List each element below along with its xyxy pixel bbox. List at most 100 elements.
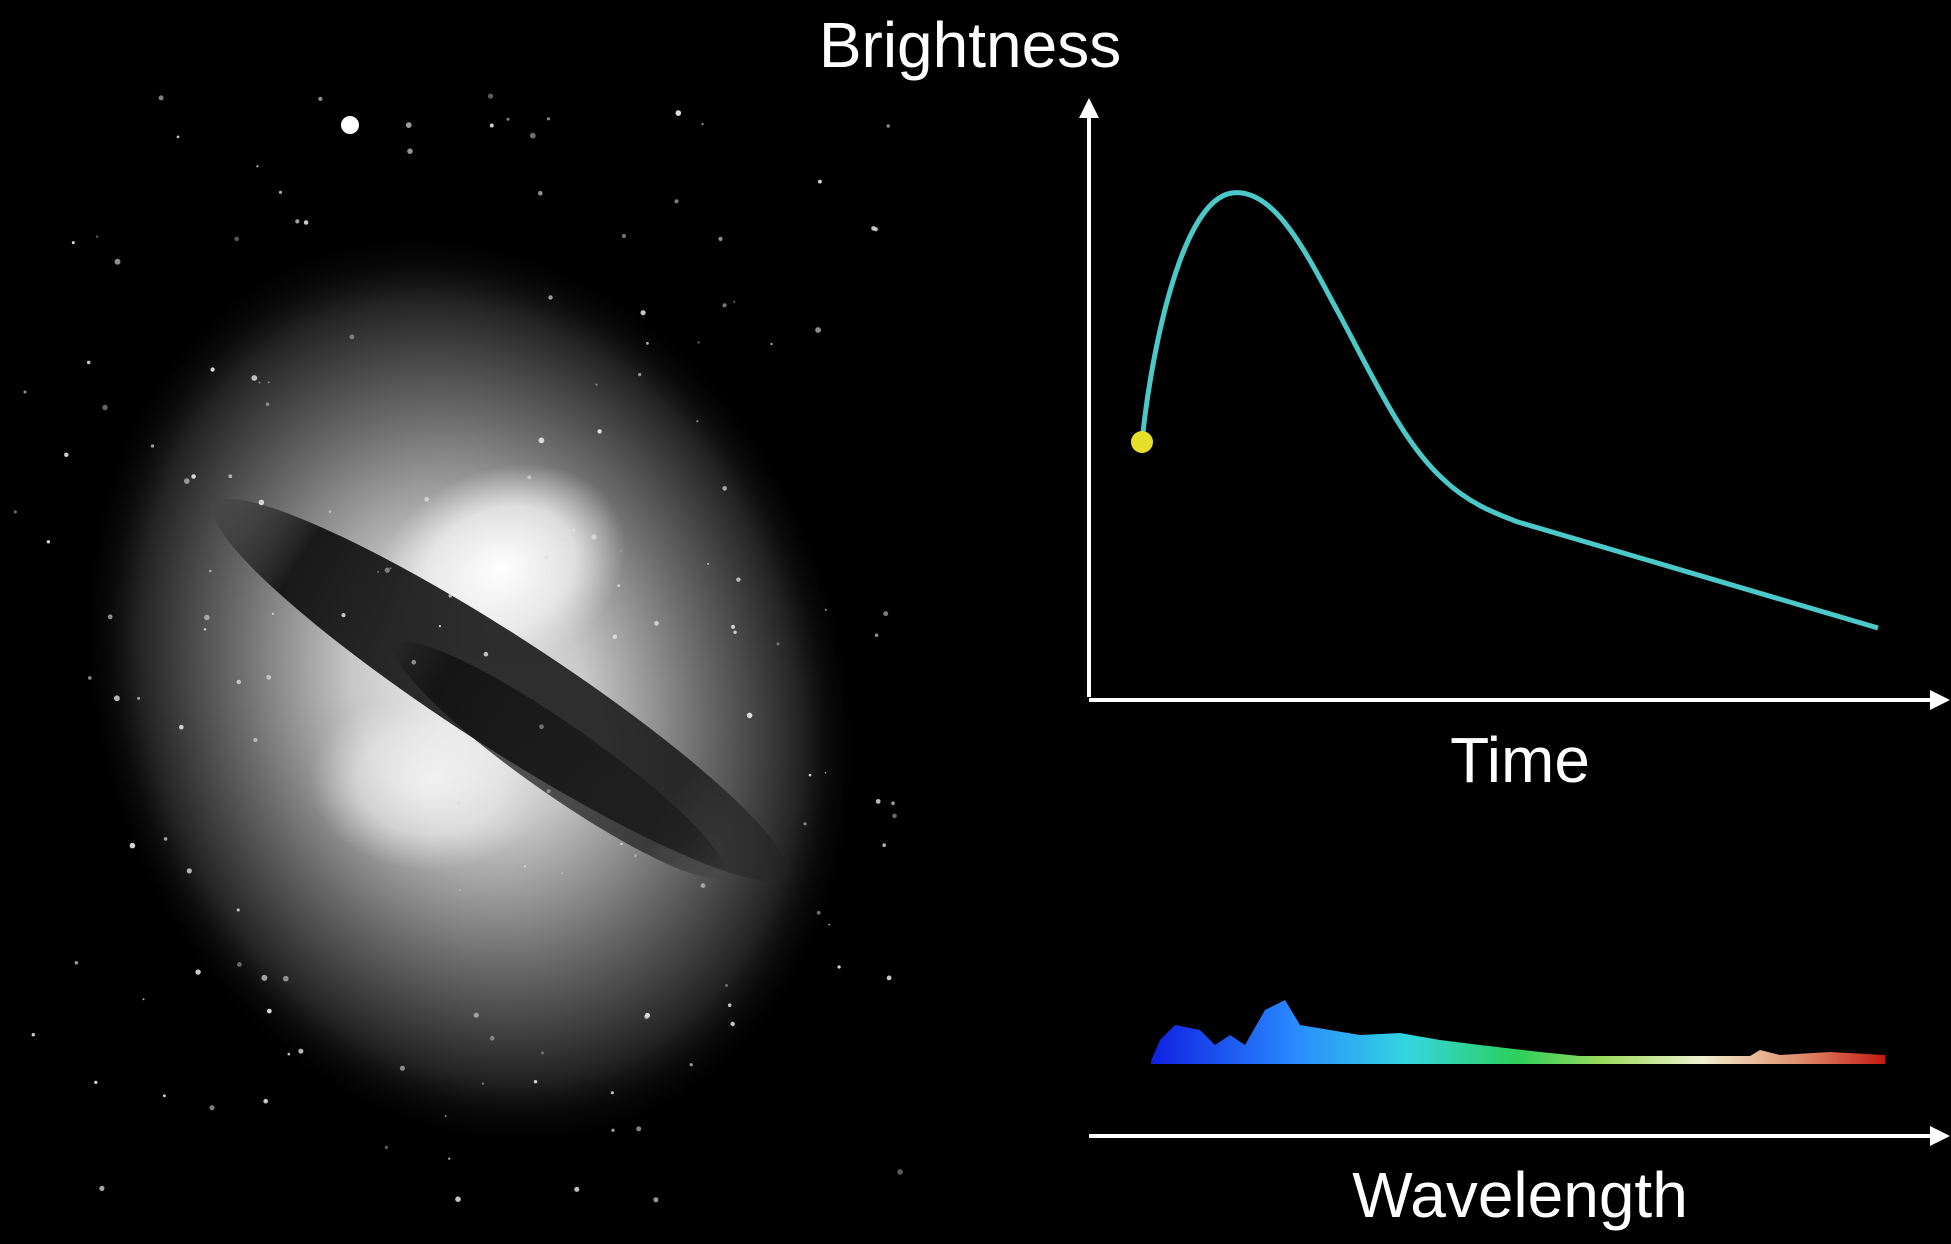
star (776, 642, 780, 646)
star (546, 117, 551, 121)
star (891, 801, 895, 805)
star (448, 1157, 451, 1160)
star (674, 199, 679, 204)
star (228, 474, 233, 479)
star (697, 341, 700, 344)
star (455, 1196, 461, 1202)
star (278, 190, 283, 194)
star (886, 975, 892, 981)
star (646, 341, 649, 345)
star (107, 614, 113, 620)
current-point (1131, 431, 1153, 453)
star (722, 303, 727, 308)
star (150, 444, 155, 448)
star (837, 965, 841, 969)
star (675, 110, 682, 116)
star (871, 226, 876, 231)
star (612, 634, 617, 639)
star (700, 883, 706, 888)
star (444, 1115, 447, 1117)
star (236, 908, 240, 912)
star (129, 842, 136, 849)
star (256, 165, 259, 168)
star (538, 190, 543, 196)
star (733, 630, 737, 634)
star (572, 528, 576, 533)
star (349, 334, 355, 340)
star (727, 1003, 732, 1007)
star (389, 567, 392, 570)
star (539, 724, 544, 729)
star (597, 429, 602, 434)
star (137, 696, 141, 700)
star (267, 381, 270, 384)
star (897, 1169, 903, 1175)
star (203, 628, 207, 631)
star (384, 567, 390, 573)
star (473, 1012, 479, 1018)
star (102, 404, 108, 411)
star (295, 219, 300, 224)
star (527, 475, 532, 480)
star (540, 1051, 544, 1055)
light-curve (1139, 190, 1879, 631)
star (617, 584, 621, 588)
star (653, 1197, 659, 1203)
star (411, 659, 417, 665)
star (318, 96, 323, 101)
star (746, 712, 753, 719)
star (405, 122, 412, 128)
star (718, 236, 723, 241)
star (186, 868, 192, 874)
star (529, 132, 536, 139)
star (384, 1145, 389, 1150)
star (71, 241, 75, 245)
star (237, 962, 242, 967)
star (701, 123, 704, 126)
star (883, 611, 889, 617)
axis-label: Brightness (819, 9, 1121, 81)
star (163, 1094, 166, 1098)
star (258, 381, 261, 384)
star (506, 117, 510, 121)
star (533, 1080, 538, 1084)
star (722, 486, 727, 491)
star (253, 737, 258, 743)
star (377, 571, 379, 573)
star (142, 998, 145, 1001)
star (730, 1021, 735, 1027)
star (824, 609, 827, 611)
star (209, 569, 212, 573)
star (99, 1185, 105, 1191)
star (74, 961, 79, 965)
star (114, 258, 121, 265)
star (538, 437, 545, 444)
star (808, 773, 812, 777)
star (341, 116, 359, 134)
star (287, 1052, 291, 1056)
star (689, 1063, 693, 1067)
star (828, 923, 831, 926)
star (636, 1126, 642, 1132)
star (654, 620, 659, 626)
dust-lane (394, 641, 726, 879)
star (818, 179, 822, 184)
star (731, 624, 735, 629)
star (815, 327, 821, 333)
star (341, 613, 346, 618)
star (163, 837, 168, 841)
star (696, 420, 699, 423)
star (611, 1128, 615, 1133)
star (195, 969, 201, 975)
star (86, 360, 91, 365)
star (640, 310, 646, 316)
star (176, 135, 180, 139)
star (620, 842, 623, 846)
star (886, 124, 890, 128)
star (424, 497, 430, 502)
star (487, 93, 494, 99)
star (733, 300, 736, 303)
star (266, 1008, 272, 1014)
